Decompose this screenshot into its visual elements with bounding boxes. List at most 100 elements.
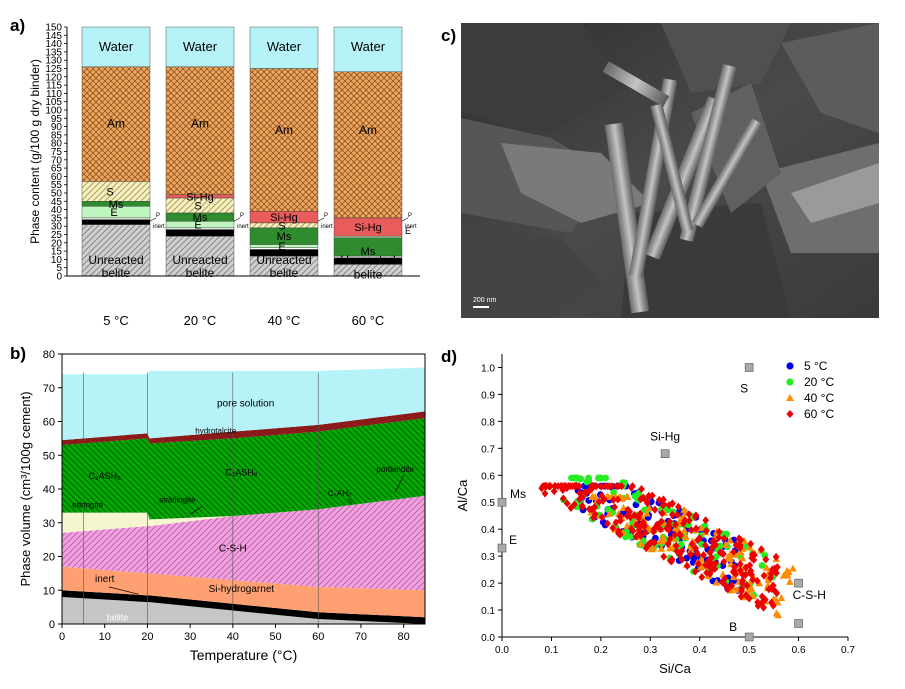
data-point [677, 531, 684, 540]
csh-label: C-S-H [219, 543, 247, 554]
reference-marker [497, 497, 507, 507]
y-tick-label: 45 [51, 197, 63, 208]
data-point [762, 563, 771, 571]
inert-callout: inert [405, 224, 417, 230]
reference-label: E [509, 533, 517, 547]
data-point [551, 482, 559, 491]
water-label: Water [183, 39, 218, 54]
data-point [700, 551, 707, 560]
e-side-label: E [405, 226, 411, 236]
data-point [748, 554, 756, 563]
y-tick-label: 0.5 [481, 498, 495, 509]
bar-segment-e [333, 235, 403, 239]
inert-label: inert [95, 574, 115, 585]
portlandite-leader [394, 475, 404, 493]
data-point [773, 598, 782, 606]
c2ash8-label-mid: C₂ASH₈ [225, 468, 257, 478]
data-point [758, 562, 766, 569]
y-tick-label: 100 [45, 106, 62, 117]
data-point [772, 569, 780, 578]
x-tick-label: 70 [355, 631, 367, 643]
data-point [597, 482, 605, 491]
data-point [698, 573, 706, 582]
sem-micrograph: 200 nm [461, 23, 879, 318]
y-tick-label: 75 [51, 147, 63, 158]
data-point [697, 524, 705, 532]
data-point [728, 581, 736, 590]
data-point [718, 549, 726, 558]
bar-stack-0 [81, 26, 151, 277]
reference-marker [744, 363, 754, 372]
data-point [773, 563, 781, 572]
data-point [681, 532, 690, 540]
data-point [678, 555, 686, 564]
data-point [623, 521, 631, 529]
data-point [629, 527, 637, 536]
data-point [660, 495, 667, 504]
data-point [563, 484, 571, 493]
data-point [697, 555, 706, 563]
data-point [668, 557, 676, 566]
y-tick-label: 70 [43, 383, 55, 395]
data-point [692, 544, 700, 553]
data-point [735, 540, 743, 549]
data-point [680, 526, 689, 534]
p-callout: P [324, 213, 328, 219]
data-point [672, 520, 680, 529]
data-point [635, 514, 643, 523]
legend-marker [786, 410, 794, 418]
data-point [765, 585, 773, 594]
bar-segment-unreacted-belite [81, 224, 151, 277]
belite-label-2: belite [186, 266, 215, 280]
data-point [598, 491, 606, 500]
ettringite-label: ettringite [72, 501, 103, 510]
y-tick-label: 0.0 [481, 633, 495, 644]
data-point [715, 533, 723, 542]
water-label: Water [99, 39, 134, 54]
data-point [665, 522, 673, 531]
data-point [737, 592, 745, 601]
data-point [730, 548, 738, 557]
data-point [687, 545, 695, 553]
data-point [666, 517, 674, 526]
area-pore-solution [62, 367, 425, 441]
data-point [567, 503, 575, 512]
am-label: Am [359, 123, 377, 137]
e-label: E [110, 207, 117, 219]
data-point [668, 510, 676, 519]
data-point [636, 509, 644, 518]
y-tick-label: 0.7 [481, 444, 495, 455]
data-point [688, 539, 696, 548]
data-point [639, 493, 647, 502]
data-point [687, 526, 695, 535]
data-point [760, 603, 767, 612]
data-point [642, 544, 650, 553]
inert-callout: inert [153, 224, 165, 230]
data-point [757, 545, 765, 554]
data-point [705, 562, 713, 571]
data-point [772, 552, 780, 561]
sihg-label: Si-Hg [270, 212, 298, 224]
y-axis-title: Al/Ca [455, 479, 470, 512]
y-tick-label: 80 [51, 139, 63, 150]
p-callout: P [408, 213, 412, 219]
data-point [703, 568, 711, 577]
inert-leader [108, 586, 139, 595]
data-point [746, 543, 754, 551]
data-point [585, 505, 593, 514]
data-point [642, 528, 649, 537]
reference-label: S [740, 381, 748, 395]
sihg-label: Si-hydrogarnet [209, 584, 275, 595]
data-point [789, 564, 797, 572]
data-point [720, 557, 728, 566]
data-point [572, 482, 580, 491]
y-tick-label: 25 [51, 230, 63, 241]
data-point [702, 516, 710, 525]
x-tick-label: 0.6 [792, 645, 806, 656]
y-tick-label: 20 [43, 552, 55, 564]
data-point [604, 519, 611, 528]
belite-label-2: belite [102, 266, 131, 280]
y-tick-label: 110 [46, 89, 62, 100]
data-point [773, 589, 781, 598]
data-point [748, 570, 755, 579]
